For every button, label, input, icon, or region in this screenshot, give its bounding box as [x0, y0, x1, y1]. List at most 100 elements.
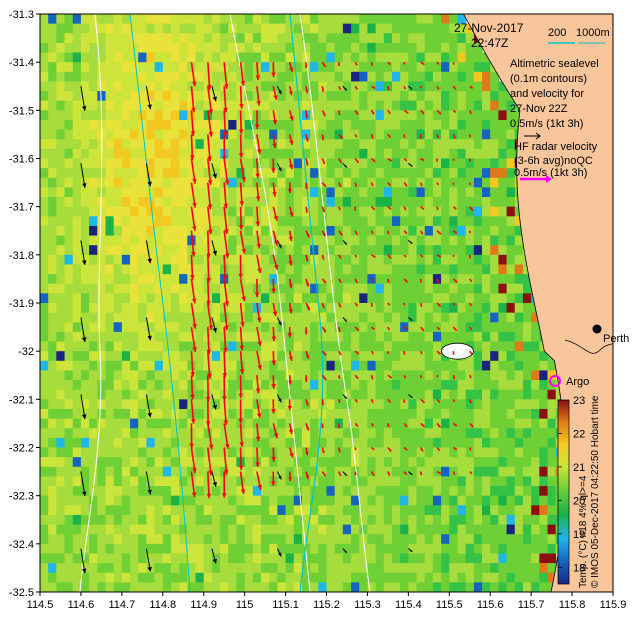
- sst-cell: [277, 168, 286, 178]
- sst-cell: [449, 149, 458, 159]
- sst-cell: [400, 544, 409, 554]
- sst-cell: [130, 486, 139, 496]
- sst-cell: [73, 409, 82, 419]
- sst-cell: [457, 81, 466, 91]
- sst-cell: [539, 525, 548, 535]
- sst-cell: [277, 139, 286, 149]
- sst-cell: [130, 168, 139, 178]
- sst-cell: [408, 476, 417, 486]
- sst-cell: [359, 332, 368, 342]
- sst-cell: [327, 525, 336, 535]
- sst-cell: [105, 505, 114, 515]
- sst-cell: [40, 91, 49, 101]
- sst-cell: [245, 216, 254, 226]
- sst-cell: [449, 91, 458, 101]
- sst-cell: [343, 226, 352, 236]
- sst-cell: [425, 264, 434, 274]
- sst-cell: [457, 525, 466, 535]
- sst-cell: [490, 370, 499, 380]
- sst-cell: [376, 110, 385, 120]
- sst-cell: [515, 448, 524, 458]
- sst-cell: [138, 370, 147, 380]
- sst-cell: [457, 149, 466, 159]
- sst-cell: [449, 361, 458, 371]
- sst-cell: [105, 53, 114, 63]
- sst-cell: [73, 351, 82, 361]
- sst-cell: [310, 380, 319, 390]
- sst-cell: [359, 43, 368, 53]
- sst-cell: [212, 284, 221, 294]
- sst-cell: [40, 515, 49, 525]
- sst-cell: [171, 525, 180, 535]
- sst-cell: [73, 332, 82, 342]
- sst-cell: [335, 120, 344, 130]
- sst-cell: [261, 553, 270, 563]
- sst-cell: [97, 226, 106, 236]
- sst-cell: [351, 582, 360, 592]
- sst-cell: [392, 120, 401, 130]
- sst-cell: [318, 24, 327, 34]
- sst-cell: [449, 197, 458, 207]
- sst-cell: [89, 284, 98, 294]
- sst-cell: [130, 419, 139, 429]
- sst-cell: [196, 313, 205, 323]
- sst-cell: [220, 14, 229, 24]
- sst-cell: [130, 476, 139, 486]
- sst-cell: [146, 525, 155, 535]
- sst-cell: [318, 544, 327, 554]
- sst-cell: [187, 515, 196, 525]
- sst-cell: [179, 553, 188, 563]
- sst-cell: [105, 293, 114, 303]
- sst-cell: [56, 448, 65, 458]
- sst-cell: [417, 207, 426, 217]
- sst-cell: [466, 505, 475, 515]
- sst-cell: [122, 390, 131, 400]
- sst-cell: [498, 216, 507, 226]
- sst-cell: [114, 236, 123, 246]
- sst-cell: [359, 361, 368, 371]
- sst-cell: [196, 303, 205, 313]
- sst-cell: [474, 101, 483, 111]
- sst-cell: [138, 525, 147, 535]
- radar-line-2: (3-6h avg)noQC: [514, 155, 593, 167]
- sst-cell: [498, 370, 507, 380]
- sst-cell: [138, 274, 147, 284]
- sst-cell: [179, 303, 188, 313]
- sst-cell: [146, 81, 155, 91]
- sst-cell: [236, 515, 245, 525]
- sst-cell: [114, 187, 123, 197]
- sst-cell: [490, 120, 499, 130]
- sst-cell: [245, 457, 254, 467]
- sst-cell: [138, 236, 147, 246]
- sst-cell: [327, 428, 336, 438]
- sst-cell: [433, 149, 442, 159]
- sst-cell: [335, 515, 344, 525]
- sst-cell: [457, 91, 466, 101]
- sst-cell: [155, 448, 164, 458]
- sst-cell: [327, 438, 336, 448]
- sst-cell: [97, 563, 106, 573]
- sst-cell: [40, 216, 49, 226]
- sst-cell: [155, 563, 164, 573]
- sst-cell: [261, 370, 270, 380]
- sst-cell: [466, 457, 475, 467]
- sst-cell: [286, 573, 295, 583]
- sst-cell: [146, 120, 155, 130]
- sst-cell: [163, 81, 172, 91]
- sst-cell: [327, 505, 336, 515]
- sst-cell: [482, 81, 491, 91]
- sst-cell: [457, 72, 466, 82]
- sst-cell: [277, 120, 286, 130]
- sst-cell: [65, 14, 74, 24]
- sst-cell: [56, 563, 65, 573]
- sst-cell: [179, 322, 188, 332]
- sst-cell: [425, 505, 434, 515]
- sst-cell: [122, 62, 131, 72]
- sst-cell: [417, 573, 426, 583]
- sst-cell: [498, 428, 507, 438]
- sst-cell: [367, 380, 376, 390]
- sst-cell: [89, 370, 98, 380]
- sst-cell: [163, 255, 172, 265]
- sst-cell: [65, 72, 74, 82]
- sst-cell: [73, 534, 82, 544]
